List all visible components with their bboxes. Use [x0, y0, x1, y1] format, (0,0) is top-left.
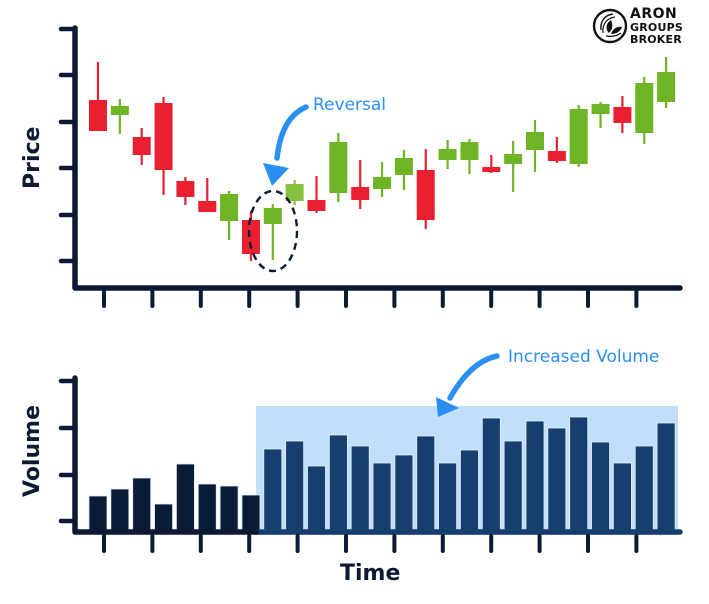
volume-bar	[394, 454, 414, 531]
volume-bar	[263, 448, 283, 531]
price-axis-label: Price	[20, 126, 45, 189]
volume-bar	[219, 485, 239, 531]
volume-bar	[634, 445, 654, 531]
brand-name: ARON GROUPS BROKER	[630, 7, 683, 46]
brand-logo: ARON GROUPS BROKER	[592, 6, 704, 52]
volume-bar	[460, 449, 479, 531]
volume-bar	[372, 462, 392, 531]
candle	[110, 99, 129, 134]
volume-bar	[481, 417, 501, 531]
candle	[416, 149, 435, 229]
candle	[460, 139, 479, 174]
candle	[307, 176, 326, 213]
candle	[220, 191, 239, 240]
volume-bar-chart	[58, 353, 683, 553]
volume-bar	[591, 441, 610, 531]
time-axis-label: Time	[340, 561, 401, 586]
candle	[526, 120, 544, 172]
leaf-circle-logo-icon	[592, 8, 628, 44]
volume-bar	[88, 495, 108, 531]
volume-bar	[547, 427, 567, 531]
brand-line-2: GROUPS	[630, 21, 683, 34]
candle	[263, 204, 282, 260]
candle	[89, 62, 107, 131]
volume-bar	[328, 434, 348, 531]
volume-bar	[241, 494, 261, 531]
candle	[351, 160, 370, 209]
candle	[329, 133, 348, 202]
brand-line-3: BROKER	[630, 33, 682, 46]
volume-bar	[132, 477, 152, 531]
volume-axes	[58, 375, 683, 553]
candle	[657, 57, 676, 108]
candle	[285, 180, 304, 205]
reversal-arrowhead-icon	[263, 163, 289, 186]
volume-bar	[197, 483, 217, 531]
candle	[132, 128, 151, 165]
reversal-highlight-ellipse	[247, 189, 299, 273]
price-axes	[58, 25, 683, 308]
candle	[394, 150, 413, 190]
candle	[154, 97, 173, 195]
candle	[547, 137, 566, 163]
candle	[569, 105, 588, 167]
candles-group	[89, 57, 676, 261]
increased-volume-annotation: Increased Volume	[508, 347, 660, 367]
volume-bar	[285, 440, 305, 531]
volume-bar	[503, 440, 523, 531]
price-axis-line	[72, 25, 683, 291]
candle	[198, 178, 217, 212]
candle	[613, 96, 632, 133]
volume-bar	[656, 422, 676, 531]
volume-axis-label: Volume	[20, 405, 45, 497]
candle	[373, 162, 392, 197]
volume-arrow-icon	[447, 353, 500, 401]
volume-bar	[438, 462, 458, 531]
candle	[591, 102, 610, 128]
candle	[635, 77, 654, 144]
reversal-annotation: Reversal	[313, 95, 387, 115]
volume-bar	[110, 488, 130, 531]
reversal-arrow-icon	[274, 104, 309, 161]
volume-bar	[525, 420, 545, 531]
volume-bar	[175, 463, 195, 531]
price-candlestick-chart	[58, 25, 683, 308]
volume-bar	[350, 445, 370, 531]
candle	[438, 140, 457, 169]
volume-arrowhead-icon	[436, 397, 459, 417]
volume-bar	[154, 503, 173, 531]
volume-bar	[416, 435, 436, 531]
candle	[482, 155, 501, 173]
volume-bar	[307, 465, 326, 531]
volume-bar	[613, 462, 632, 531]
candle	[176, 177, 195, 205]
volume-bar	[569, 416, 589, 531]
candle	[504, 141, 523, 192]
brand-line-1: ARON	[630, 6, 678, 22]
